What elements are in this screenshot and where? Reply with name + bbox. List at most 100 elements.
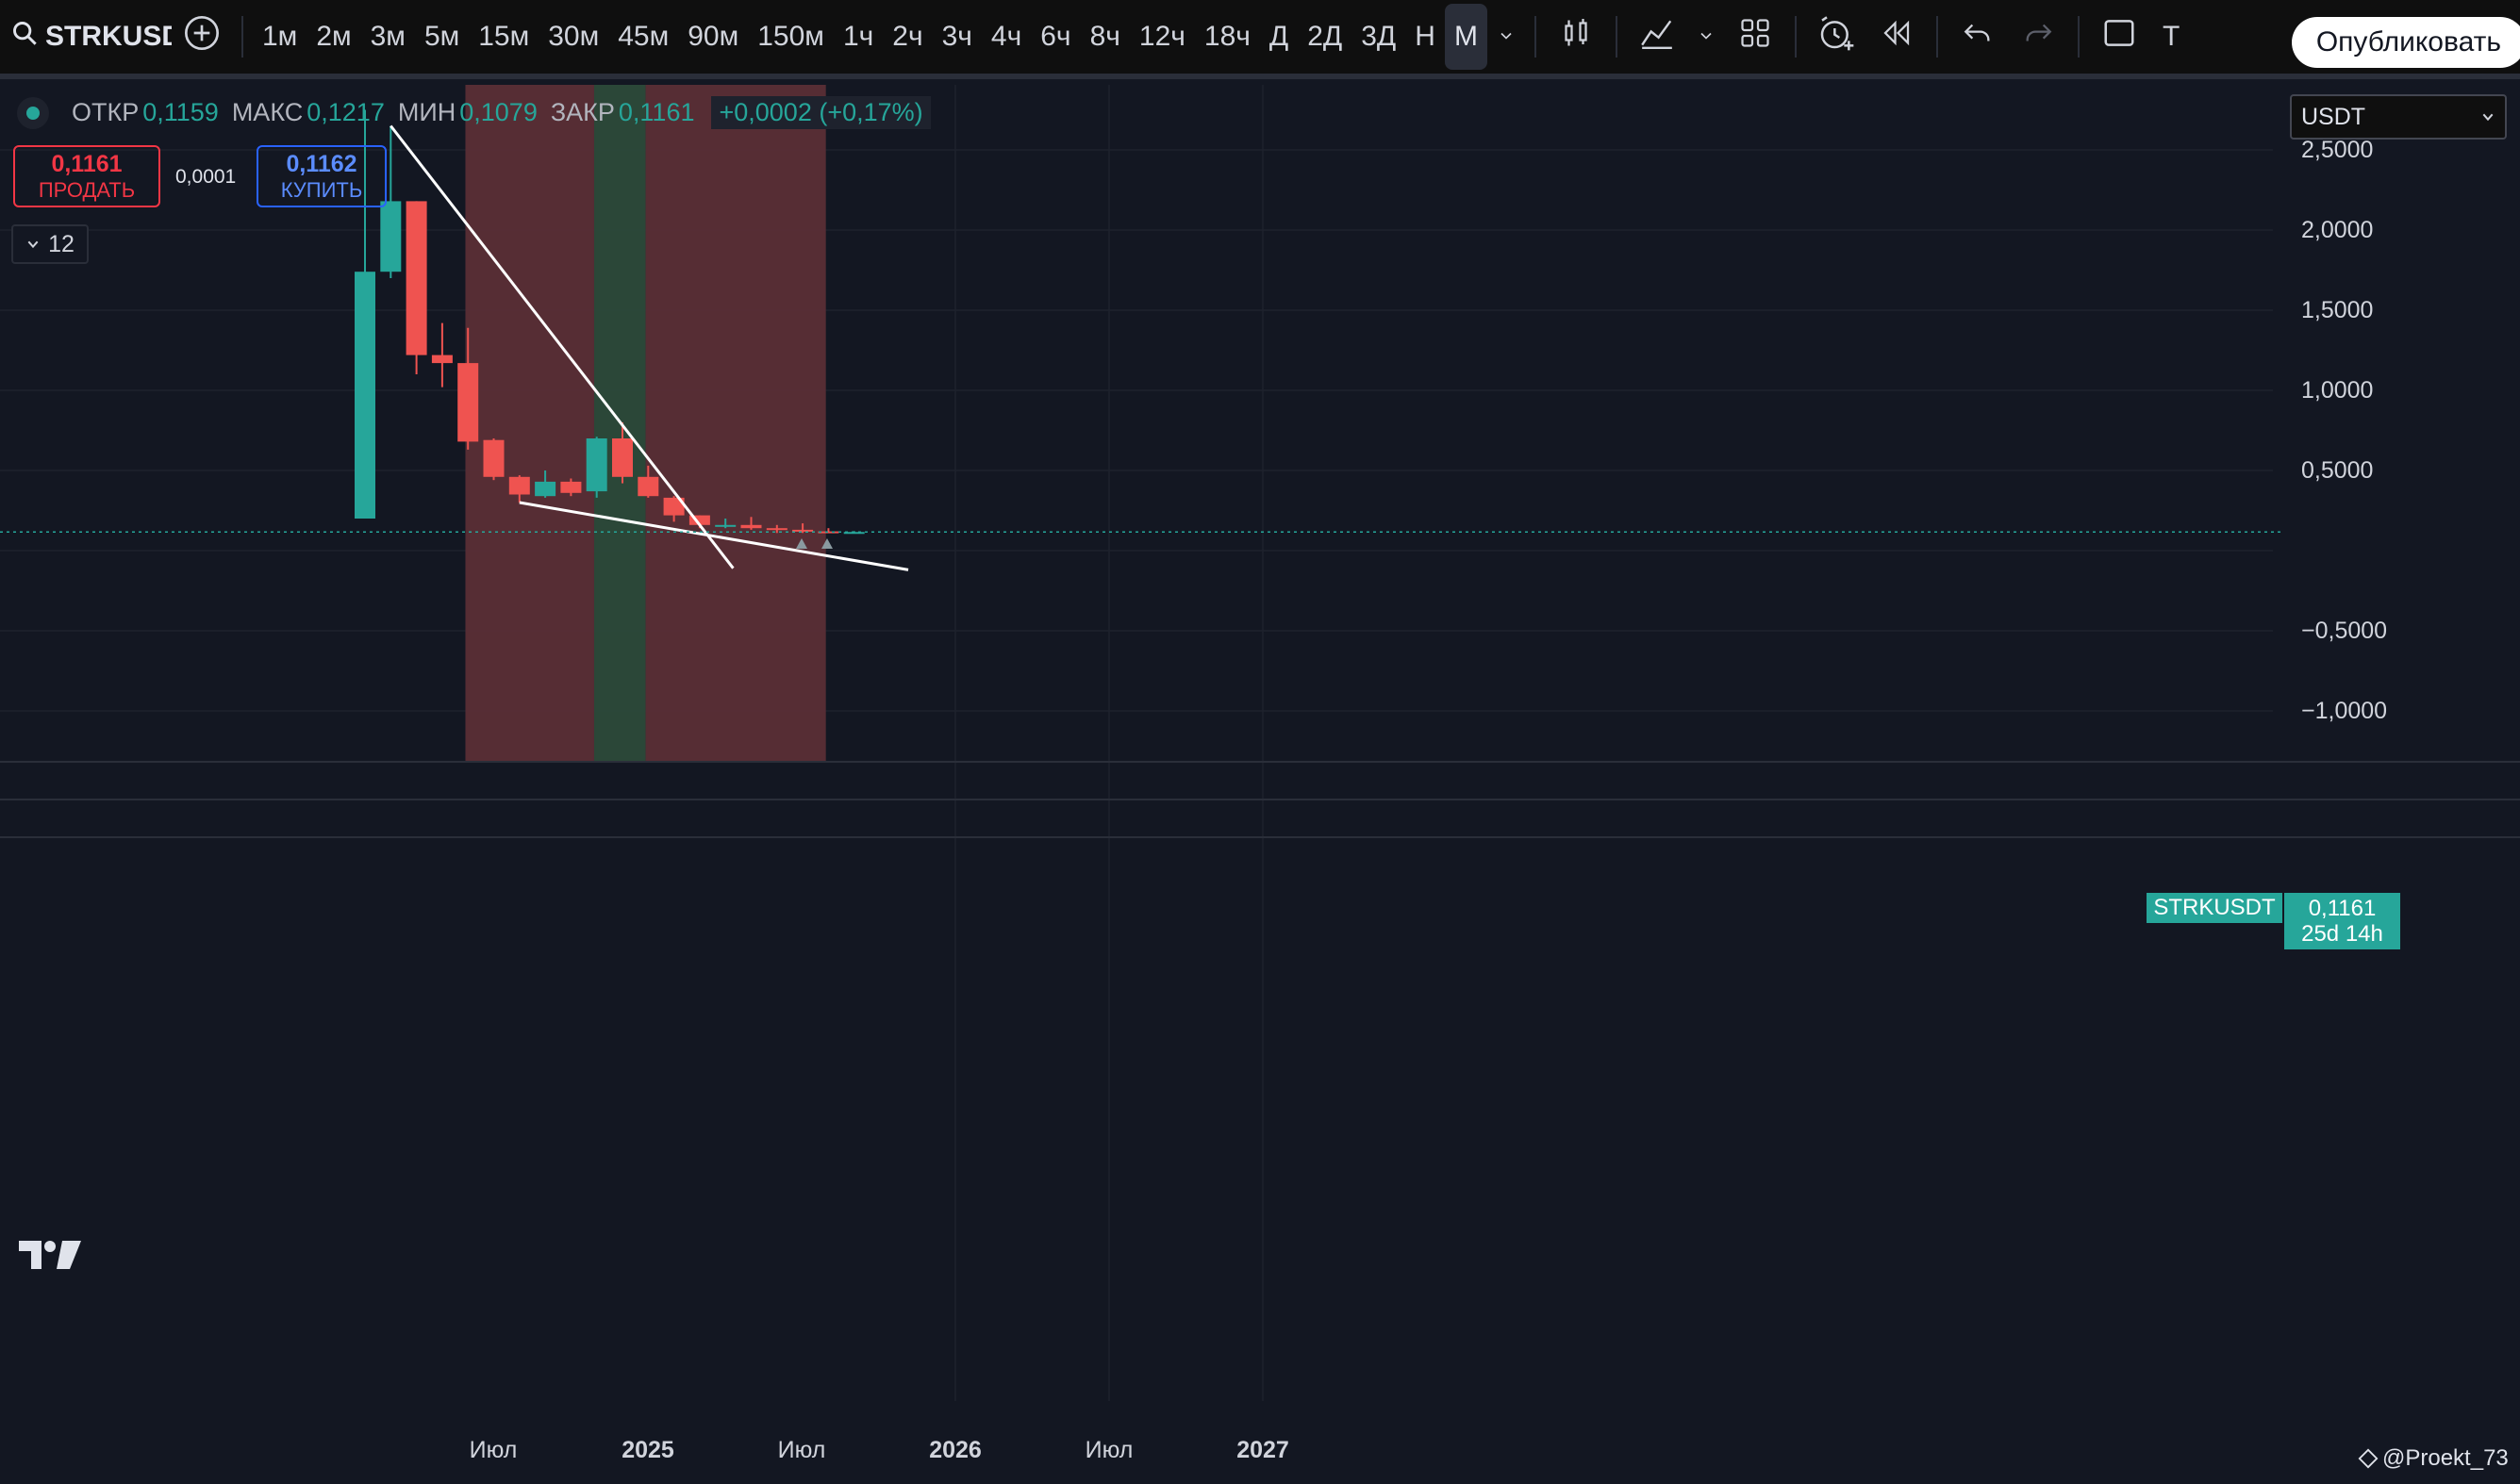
candle-body xyxy=(715,524,737,527)
fullscreen-button[interactable] xyxy=(2089,4,2149,70)
separator xyxy=(2077,16,2080,58)
interval-7-button[interactable]: 45м xyxy=(618,21,670,52)
interval-9-button[interactable]: 150м xyxy=(757,21,824,52)
interval-dropdown-button[interactable] xyxy=(1487,4,1525,70)
interval-18-button[interactable]: Д xyxy=(1268,21,1289,52)
interval-16-button[interactable]: 12ч xyxy=(1138,21,1185,52)
separator xyxy=(1935,16,1938,58)
indicators-count: 12 xyxy=(48,230,75,257)
interval-14-button[interactable]: 6ч xyxy=(1040,21,1071,52)
interval-19-button[interactable]: 2Д xyxy=(1307,21,1343,52)
alert-button[interactable] xyxy=(1806,4,1866,70)
separator xyxy=(1794,16,1797,58)
event-marker xyxy=(796,538,807,549)
red-zone xyxy=(465,85,594,761)
candles xyxy=(355,109,865,535)
interval-8-button[interactable]: 90м xyxy=(688,21,739,52)
price-tick-label: −1,0000 xyxy=(2301,698,2388,724)
trendline xyxy=(390,124,735,569)
candle-body xyxy=(688,515,710,525)
interval-6-button[interactable]: 30м xyxy=(548,21,600,52)
chevron-down-icon xyxy=(2480,109,2495,124)
sell-button[interactable]: 0,1161 ПРОДАТЬ xyxy=(13,145,160,207)
candle-body xyxy=(431,355,453,364)
candle-body xyxy=(792,529,814,532)
grid-icon xyxy=(1738,16,1772,58)
last-price-tag: 0,1161 25d 14h xyxy=(2284,893,2400,949)
candle-body xyxy=(355,272,375,519)
close-value: 0,1161 xyxy=(618,98,695,126)
undo-icon xyxy=(1962,17,1994,57)
candle-body xyxy=(457,363,479,442)
open-value: 0,1159 xyxy=(142,98,219,126)
candle-body xyxy=(483,439,505,477)
trendlines xyxy=(390,124,909,571)
symbol-price-tag: STRKUSDT xyxy=(2147,893,2282,923)
interval-17-button[interactable]: 18ч xyxy=(1203,21,1251,52)
price-chart[interactable] xyxy=(0,85,2520,1484)
indicators-toggle[interactable]: 12 xyxy=(11,224,89,264)
high-label: МАКС xyxy=(231,98,304,126)
layouts-button[interactable] xyxy=(1725,4,1785,70)
buy-label: КУПИТЬ xyxy=(280,177,363,202)
trendline xyxy=(519,501,909,571)
candle-body xyxy=(638,476,659,497)
open-label: ОТКР xyxy=(72,98,140,126)
event-marker xyxy=(821,538,833,549)
square-icon xyxy=(2101,15,2137,58)
replay-button[interactable] xyxy=(1866,4,1927,70)
low-value: 0,1079 xyxy=(459,98,538,126)
tradingview-logo[interactable] xyxy=(19,1239,81,1278)
interval-20-button[interactable]: 3Д xyxy=(1361,21,1397,52)
buy-button[interactable]: 0,1162 КУПИТЬ xyxy=(257,145,387,207)
author-watermark: @Proekt_73 xyxy=(2358,1445,2509,1472)
candle-body xyxy=(380,201,402,272)
buy-price: 0,1162 xyxy=(286,150,357,177)
interval-3-button[interactable]: 3м xyxy=(370,21,406,52)
symbol-label: STRKUSDT xyxy=(45,21,172,52)
currency-select[interactable]: USDT xyxy=(2290,94,2507,140)
high-value: 0,1217 xyxy=(307,98,385,126)
interval-22-button[interactable]: М xyxy=(1444,4,1487,70)
indicators-dropdown-button[interactable] xyxy=(1687,4,1725,70)
time-tick-label: 2027 xyxy=(1236,1437,1289,1463)
event-markers xyxy=(796,538,833,549)
currency-value: USDT xyxy=(2301,103,2366,130)
visibility-dot-icon[interactable] xyxy=(17,96,49,129)
interval-2-button[interactable]: 2м xyxy=(316,21,352,52)
interval-5-button[interactable]: 15м xyxy=(478,21,530,52)
interval-11-button[interactable]: 2ч xyxy=(892,21,923,52)
interval-10-button[interactable]: 1ч xyxy=(842,21,874,52)
interval-4-button[interactable]: 5м xyxy=(423,21,460,52)
interval-1-button[interactable]: 1м xyxy=(262,21,298,52)
price-tick-label: 1,0000 xyxy=(2301,377,2374,404)
interval-12-button[interactable]: 3ч xyxy=(941,21,972,52)
interval-13-button[interactable]: 4ч xyxy=(990,21,1022,52)
compare-add-button[interactable] xyxy=(172,4,232,70)
price-tick-label: 2,5000 xyxy=(2301,137,2374,163)
symbol-search[interactable]: STRKUSDT xyxy=(0,20,172,54)
candle-body xyxy=(535,481,556,497)
interval-21-button[interactable]: Н xyxy=(1415,21,1435,52)
publish-button[interactable]: Опубликовать xyxy=(2291,17,2520,68)
candles-icon xyxy=(1559,16,1593,58)
candle-body xyxy=(740,524,762,529)
close-label: ЗАКР xyxy=(550,98,615,126)
price-tick-label: 0,5000 xyxy=(2301,457,2374,484)
search-icon xyxy=(11,20,38,54)
candle-body xyxy=(406,201,427,355)
alarm-clock-icon xyxy=(1817,14,1855,59)
redo-icon xyxy=(2022,17,2054,57)
highlight-zones xyxy=(465,85,826,761)
template-button[interactable]: Т xyxy=(2162,21,2180,52)
indicators-icon xyxy=(1639,15,1675,58)
candle-body xyxy=(612,438,633,477)
indicators-button[interactable] xyxy=(1627,4,1687,70)
sell-label: ПРОДАТЬ xyxy=(38,177,136,202)
candle-body xyxy=(843,532,865,535)
undo-button[interactable] xyxy=(1948,4,2008,70)
redo-button[interactable] xyxy=(2008,4,2068,70)
chevron-down-icon xyxy=(1497,22,1516,53)
chart-type-button[interactable] xyxy=(1546,4,1606,70)
interval-15-button[interactable]: 8ч xyxy=(1089,21,1120,52)
